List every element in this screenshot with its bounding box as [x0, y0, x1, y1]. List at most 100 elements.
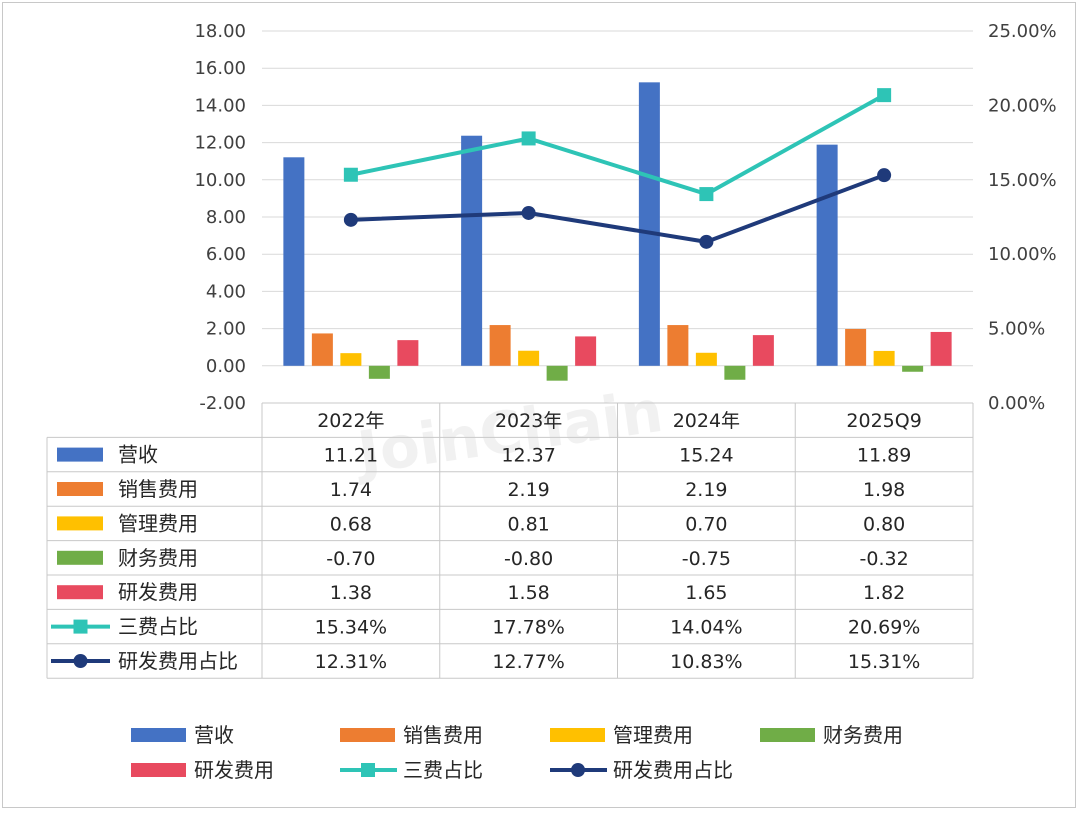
right-tick-label: 20.00%	[988, 95, 1057, 116]
bar-1	[461, 135, 483, 366]
table-legend-swatch	[57, 482, 103, 496]
line-marker-square	[877, 88, 892, 103]
table-cell: 11.21	[324, 445, 378, 467]
legend-label: 营收	[194, 723, 234, 747]
right-tick-label: 15.00%	[988, 170, 1057, 191]
table-cell: 15.34%	[315, 617, 387, 639]
legend-label: 研发费用	[194, 758, 274, 782]
table-row-label: 研发费用	[118, 580, 198, 604]
legend-swatch	[131, 763, 186, 777]
table-cell: 1.98	[863, 479, 905, 501]
category-label: 2023年	[495, 410, 562, 432]
left-tick-label: 16.00	[194, 58, 246, 79]
gridlines	[262, 30, 973, 367]
table-cell: 12.77%	[492, 651, 564, 673]
legend-label: 三费占比	[403, 758, 483, 782]
left-tick-label: 18.00	[194, 21, 246, 42]
bar-1	[638, 82, 660, 366]
table-row-label: 营收	[118, 443, 158, 467]
table-row-label: 研发费用占比	[118, 649, 238, 673]
table-cell: 0.68	[330, 513, 372, 535]
right-tick-label: 25.00%	[988, 21, 1057, 42]
table-row-label: 财务费用	[118, 546, 198, 570]
table-cell: 17.78%	[492, 617, 564, 639]
legend-swatch	[340, 728, 395, 742]
bar-4	[902, 365, 924, 372]
table-cell: 10.83%	[670, 651, 742, 673]
legend-label: 销售费用	[403, 723, 483, 747]
table-row-label: 管理费用	[118, 511, 198, 535]
watermark: JoinChain	[350, 377, 667, 488]
table-cell: 1.82	[863, 582, 905, 604]
table-cell: 15.31%	[848, 651, 920, 673]
bar-5	[397, 340, 419, 366]
legend-label: 管理费用	[613, 723, 693, 747]
table-cell: 1.38	[330, 582, 372, 604]
table-legend-swatch	[57, 516, 103, 531]
table-cell: 12.31%	[315, 651, 387, 673]
bar-3	[518, 350, 540, 366]
left-axis: 18.00 16.00 14.00 12.00 10.00 8.00 6.00 4.00 2.0…	[194, 21, 246, 414]
table-cell: 11.89	[857, 445, 911, 467]
bar-3	[873, 350, 895, 366]
bar-3	[340, 353, 362, 366]
table-legend-swatch	[57, 550, 103, 565]
line-series	[343, 88, 892, 249]
table-cell: 20.69%	[848, 617, 920, 639]
bar-2	[311, 333, 333, 366]
bar-5	[930, 331, 952, 366]
table-cell: 1.65	[685, 582, 727, 604]
table-cell: 15.24	[679, 445, 733, 467]
legend-marker	[361, 763, 375, 777]
line-marker-circle	[343, 212, 358, 227]
left-tick-label: 6.00	[206, 244, 246, 265]
bar-4	[368, 365, 390, 379]
table-cell: 1.74	[330, 479, 372, 501]
line-marker-square	[699, 187, 714, 202]
table-cell: 0.70	[685, 513, 727, 535]
table-cell: 12.37	[501, 445, 555, 467]
table-cell: -0.80	[504, 548, 553, 570]
legend-label: 研发费用占比	[613, 758, 733, 782]
left-tick-label: 8.00	[206, 207, 246, 228]
table-cell: 0.81	[507, 513, 549, 535]
table-legend-marker	[73, 619, 88, 634]
bar-2	[489, 325, 511, 366]
legend-swatch	[760, 728, 815, 742]
bar-2	[845, 328, 867, 366]
line-marker-circle	[699, 234, 714, 249]
table-cell: 0.80	[863, 513, 905, 535]
line-path-2	[350, 173, 885, 244]
table-cell: -0.75	[682, 548, 731, 570]
left-tick-label: 14.00	[194, 95, 246, 116]
bar-3	[695, 352, 717, 366]
line-marker-circle	[877, 168, 892, 183]
table-cell: 1.58	[507, 582, 549, 604]
right-tick-label: 0.00%	[988, 393, 1045, 414]
category-label: 2024年	[673, 410, 740, 432]
table-cell: -0.70	[326, 548, 375, 570]
legend-label: 财务费用	[823, 723, 903, 747]
legend-swatch	[131, 728, 186, 742]
table-legend-marker	[73, 654, 88, 668]
table-row-label: 销售费用	[118, 477, 198, 501]
category-label: 2025Q9	[846, 410, 921, 432]
table-cell: 2.19	[507, 479, 549, 501]
bar-4	[546, 365, 568, 381]
bar-1	[816, 144, 838, 366]
table-legend-swatch	[57, 585, 103, 600]
left-tick-label: -2.00	[199, 393, 246, 414]
table-cell: -0.32	[860, 548, 909, 570]
category-label: 2022年	[317, 410, 384, 432]
line-marker-square	[343, 167, 358, 182]
legend-marker	[571, 763, 585, 777]
left-tick-label: 10.00	[194, 170, 246, 191]
line-marker-circle	[521, 205, 536, 220]
line-path-1	[350, 93, 886, 197]
right-tick-label: 5.00%	[988, 319, 1045, 340]
bar-1	[283, 157, 305, 366]
right-axis: 25.00% 20.00% 15.00% 10.00% 5.00% 0.00%	[988, 21, 1057, 414]
